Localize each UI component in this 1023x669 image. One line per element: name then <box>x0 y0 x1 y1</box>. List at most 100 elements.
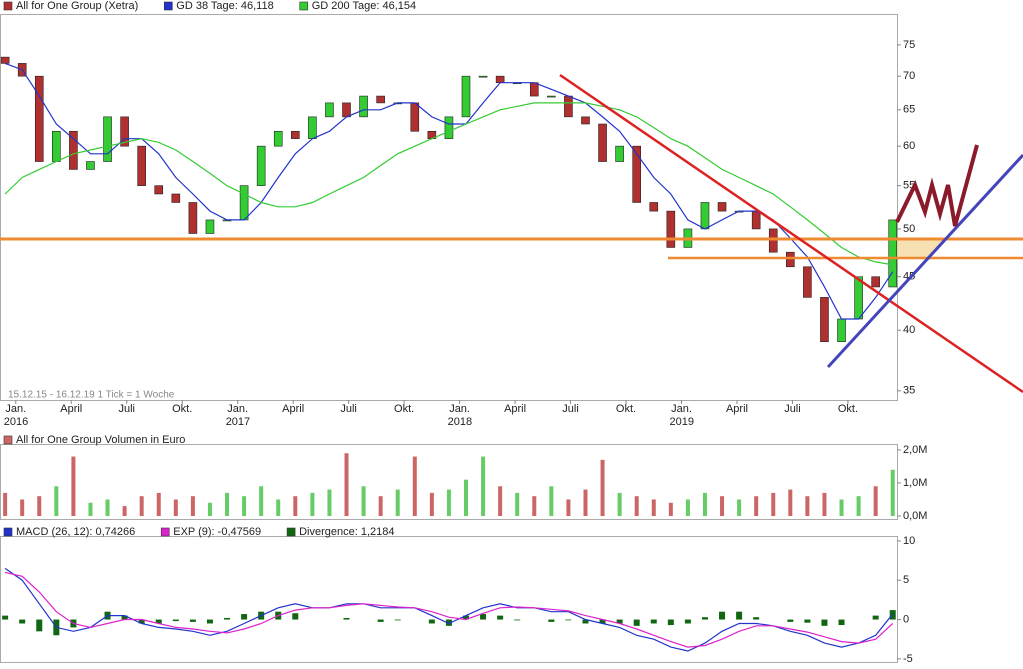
forecast-zigzag <box>895 144 979 227</box>
candle-body <box>273 130 283 147</box>
legend-label: MACD (26, 12): 0,74266 <box>16 526 135 538</box>
divergence-bar <box>343 617 350 620</box>
divergence-bar <box>138 619 145 624</box>
x-tick-label: Jan. <box>671 403 692 415</box>
divergence-bar <box>241 614 248 620</box>
divergence-bar <box>838 619 845 626</box>
candle-body <box>291 130 300 139</box>
candle-body <box>495 75 505 84</box>
moving-average-line <box>4 62 894 320</box>
legend-swatch <box>286 527 296 537</box>
candle-body <box>69 130 78 170</box>
volume-bar <box>856 496 861 516</box>
volume-bar <box>190 496 195 516</box>
candle-body <box>666 210 676 248</box>
volume-bar <box>37 496 42 516</box>
volume-bar <box>668 502 673 516</box>
legend-label: All for One Group (Xetra) <box>16 0 138 12</box>
legend-swatch <box>299 1 309 11</box>
y-tick-label: 50 <box>903 223 915 235</box>
candle-body <box>410 102 420 132</box>
divergence-bar <box>701 617 708 620</box>
volume-bar <box>293 496 298 516</box>
divergence-bar <box>633 619 640 626</box>
volume-bar <box>242 496 247 516</box>
divergence-bar <box>462 615 469 620</box>
candle-body <box>0 56 10 64</box>
volume-bar <box>412 456 417 516</box>
legend-label: All for One Group Volumen in Euro <box>16 434 185 446</box>
x-tick-label: April <box>726 403 748 415</box>
divergence-bar <box>684 619 691 624</box>
divergence-bar <box>292 613 299 620</box>
divergence-bar <box>599 619 606 624</box>
candle-body <box>768 228 778 253</box>
indicator-line <box>4 571 894 648</box>
volume-bar <box>822 492 827 516</box>
divergence-bar <box>445 619 452 626</box>
candle-body <box>188 202 198 234</box>
volume-bar <box>600 459 605 516</box>
divergence-bar <box>155 619 162 624</box>
legend-swatch <box>3 1 13 11</box>
divergence-bar <box>650 619 657 624</box>
candle-body <box>649 202 659 212</box>
volume-bar <box>463 479 468 516</box>
divergence-bar <box>582 619 589 624</box>
divergence-bar <box>394 619 401 621</box>
candle-body <box>581 116 590 125</box>
volume-bar <box>429 492 434 516</box>
candle-body <box>837 318 846 343</box>
indicator-line <box>4 567 894 652</box>
volume-bar <box>88 502 93 516</box>
candle-body <box>359 95 368 118</box>
divergence-bar <box>719 611 726 620</box>
divergence-bar <box>2 615 9 620</box>
volume-bar <box>805 496 810 516</box>
volume-bar <box>515 492 520 516</box>
x-tick-label: Okt. <box>616 403 636 415</box>
volume-bar <box>702 492 707 516</box>
volume-bar <box>276 499 281 516</box>
volume-bar <box>361 486 366 516</box>
candle-body <box>871 276 880 288</box>
volume-bar <box>873 486 878 516</box>
candle-body <box>564 95 573 118</box>
volume-bar <box>754 496 759 516</box>
divergence-bar <box>189 619 196 622</box>
candle-body <box>444 116 454 139</box>
candle-body <box>803 266 812 298</box>
legend-swatch <box>3 527 13 537</box>
legend-label: GD 200 Tage: 46,154 <box>312 0 416 12</box>
divergence-bar <box>872 615 879 620</box>
volume-bar <box>532 496 537 516</box>
drawing-overlay <box>0 73 1023 394</box>
candle-body <box>154 185 164 195</box>
x-tick-label: Juli <box>784 403 801 415</box>
volume-bar <box>720 496 725 516</box>
candle-body <box>103 116 112 162</box>
x-tick-label: Okt. <box>838 403 858 415</box>
volume-bar <box>71 456 76 516</box>
candle-body <box>308 116 317 139</box>
candle-body <box>120 116 129 147</box>
x-tick-label: April <box>60 403 82 415</box>
divergence-bar <box>172 619 179 622</box>
x-tick-label: Juli <box>562 403 579 415</box>
legend-label: EXP (9): -0,47569 <box>173 526 261 538</box>
y-tick-label: 2,0M <box>903 444 927 456</box>
legend-swatch <box>3 435 13 445</box>
volume-bar <box>207 502 212 516</box>
volume-bar <box>122 506 127 516</box>
divergence-bar <box>514 619 521 621</box>
x-tick-label: Juli <box>118 403 135 415</box>
legend-label: Divergence: 1,2184 <box>299 526 394 538</box>
divergence-bar <box>121 615 128 620</box>
candle-body <box>171 193 181 203</box>
x-tick-label: April <box>504 403 526 415</box>
candle-body <box>478 75 488 78</box>
divergence-bar <box>36 619 43 632</box>
divergence-bar <box>497 615 504 620</box>
legend-label: GD 38 Tage: 46,118 <box>176 0 273 12</box>
